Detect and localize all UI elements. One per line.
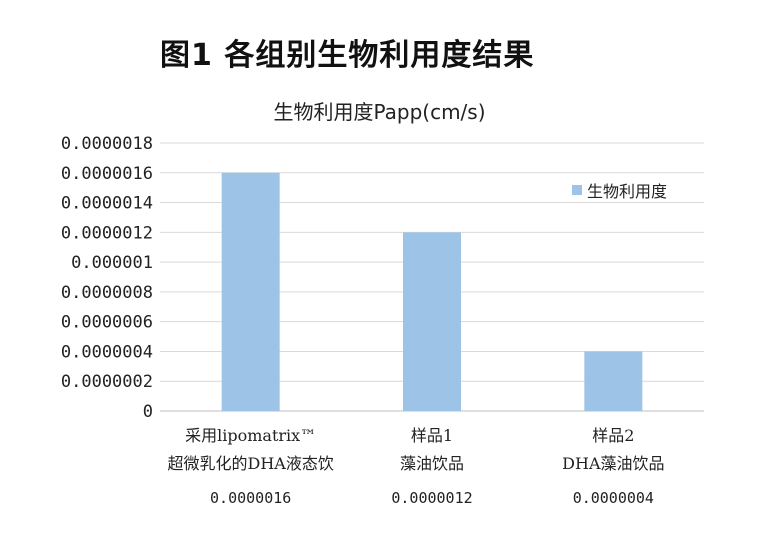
data-value-label: 0.0000004: [573, 489, 654, 507]
legend-label: 生物利用度: [587, 182, 668, 201]
legend-swatch: [572, 185, 582, 195]
x-category-label: 超微乳化的DHA液态饮: [167, 454, 333, 473]
figure-title: 图1 各组别生物利用度结果: [160, 38, 535, 73]
x-category-label: 藻油饮品: [400, 454, 464, 473]
y-tick-label: 0.0000012: [61, 223, 153, 243]
y-tick-label: 0.0000014: [61, 194, 153, 214]
bar: [221, 172, 280, 411]
x-category-label: 采用lipomatrix™: [185, 426, 316, 445]
bar: [584, 351, 643, 411]
y-tick-label: 0.0000016: [61, 164, 153, 184]
chart-title: 生物利用度Papp(cm/s): [273, 100, 486, 124]
y-tick-label: 0.0000008: [61, 283, 153, 303]
y-tick-label: 0.0000002: [61, 372, 153, 392]
bar: [403, 232, 461, 411]
y-tick-label: 0.0000006: [61, 313, 153, 333]
data-value-label: 0.0000016: [210, 489, 291, 507]
y-tick-label: 0: [143, 402, 153, 422]
y-tick-label: 0.0000018: [61, 134, 153, 154]
x-category-label: 样品2: [592, 426, 634, 445]
x-category-label: 样品1: [411, 426, 453, 445]
y-tick-label: 0.0000004: [61, 342, 153, 362]
legend: 生物利用度: [572, 178, 667, 202]
data-value-label: 0.0000012: [391, 489, 472, 507]
x-category-label: DHA藻油饮品: [562, 454, 664, 473]
y-tick-label: 0.000001: [71, 253, 153, 273]
